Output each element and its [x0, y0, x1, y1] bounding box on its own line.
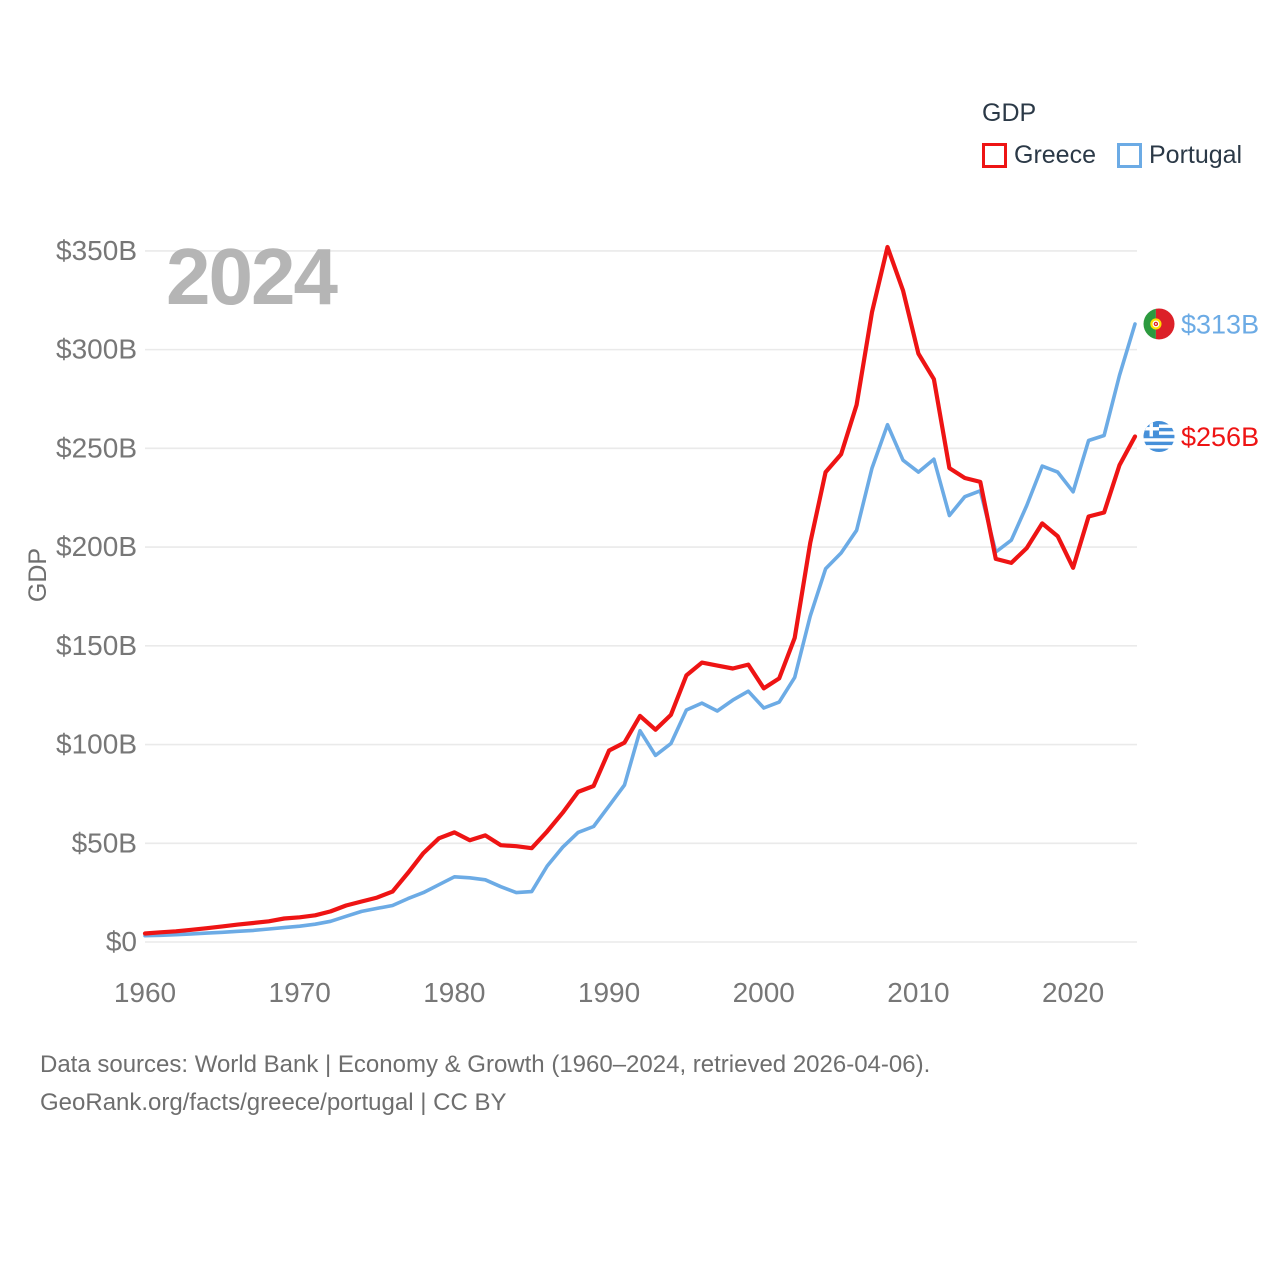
portugal-line — [143, 322, 1137, 938]
portugal-end-value-label: $313B — [1181, 309, 1259, 339]
legend-items: Greece Portugal — [982, 141, 1242, 170]
legend-item-greece[interactable]: Greece — [982, 141, 1096, 170]
legend-label-greece: Greece — [1014, 141, 1096, 169]
legend-title: GDP — [982, 99, 1037, 127]
y-axis-tick-label: $50B — [72, 827, 137, 858]
year-watermark: 2024 — [166, 232, 338, 321]
greece-end-value-label: $256B — [1181, 422, 1259, 452]
y-axis-tick-label: $350B — [56, 235, 137, 266]
footer-attribution-line: GeoRank.org/facts/greece/portugal | CC B… — [40, 1089, 507, 1116]
x-axis-tick-label: 1970 — [269, 977, 331, 1008]
greece-flag-icon — [1143, 421, 1175, 453]
x-axis-tick-label: 1990 — [578, 977, 640, 1008]
x-axis-tick-label: 2010 — [887, 977, 949, 1008]
y-axis-tick-label: $0 — [106, 926, 137, 957]
x-axis-tick-label: 1960 — [114, 977, 176, 1008]
footer: Data sources: World Bank | Economy & Gro… — [40, 1046, 930, 1122]
legend-item-portugal[interactable]: Portugal — [1116, 141, 1243, 170]
portugal-flag-icon — [1143, 308, 1175, 340]
x-axis-tick-label: 2000 — [733, 977, 795, 1008]
y-axis-tick-label: $100B — [56, 729, 137, 760]
footer-source-line: Data sources: World Bank | Economy & Gro… — [40, 1051, 931, 1078]
y-axis-tick-label: $300B — [56, 334, 137, 365]
y-axis-tick-label: $200B — [56, 531, 137, 562]
y-axis-tick-label: $250B — [56, 432, 137, 463]
greece-swatch-icon — [982, 143, 1007, 168]
x-axis-tick-label: 1980 — [423, 977, 485, 1008]
x-axis-tick-label: 2020 — [1042, 977, 1104, 1008]
portugal-swatch-icon — [1116, 143, 1142, 168]
y-axis-tick-label: $150B — [56, 630, 137, 661]
y-axis-title: GDP — [24, 548, 52, 602]
greece-line — [142, 244, 1138, 936]
legend-label-portugal: Portugal — [1148, 141, 1243, 169]
legend: GDP Greece Portugal — [982, 99, 1242, 170]
